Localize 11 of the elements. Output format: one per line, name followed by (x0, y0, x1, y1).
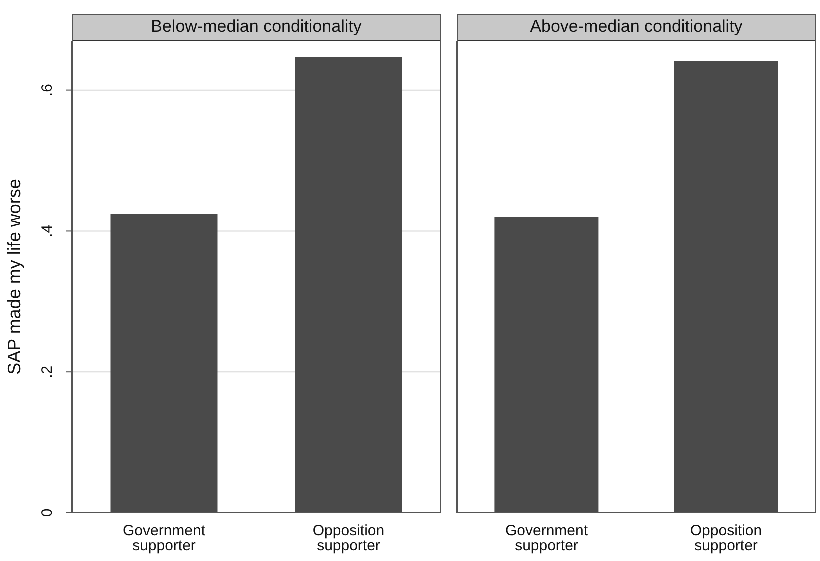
chart-title: Above-median conditionality (457, 14, 816, 41)
y-tick-label: .6 (39, 84, 56, 97)
x-tick-label: Government supporter (122, 522, 206, 555)
x-tick-label: Government supporter (505, 522, 589, 555)
y-tick-label: .2 (39, 366, 56, 378)
x-tick-label: Opposition supporter (690, 522, 762, 555)
y-axis-title: SAP made my life worse (4, 179, 24, 375)
y-tick-label: 0 (39, 508, 56, 518)
chart-title: Below-median conditionality (72, 14, 441, 41)
y-tick-label: .4 (39, 224, 56, 238)
x-tick-label: Opposition supporter (312, 522, 385, 555)
